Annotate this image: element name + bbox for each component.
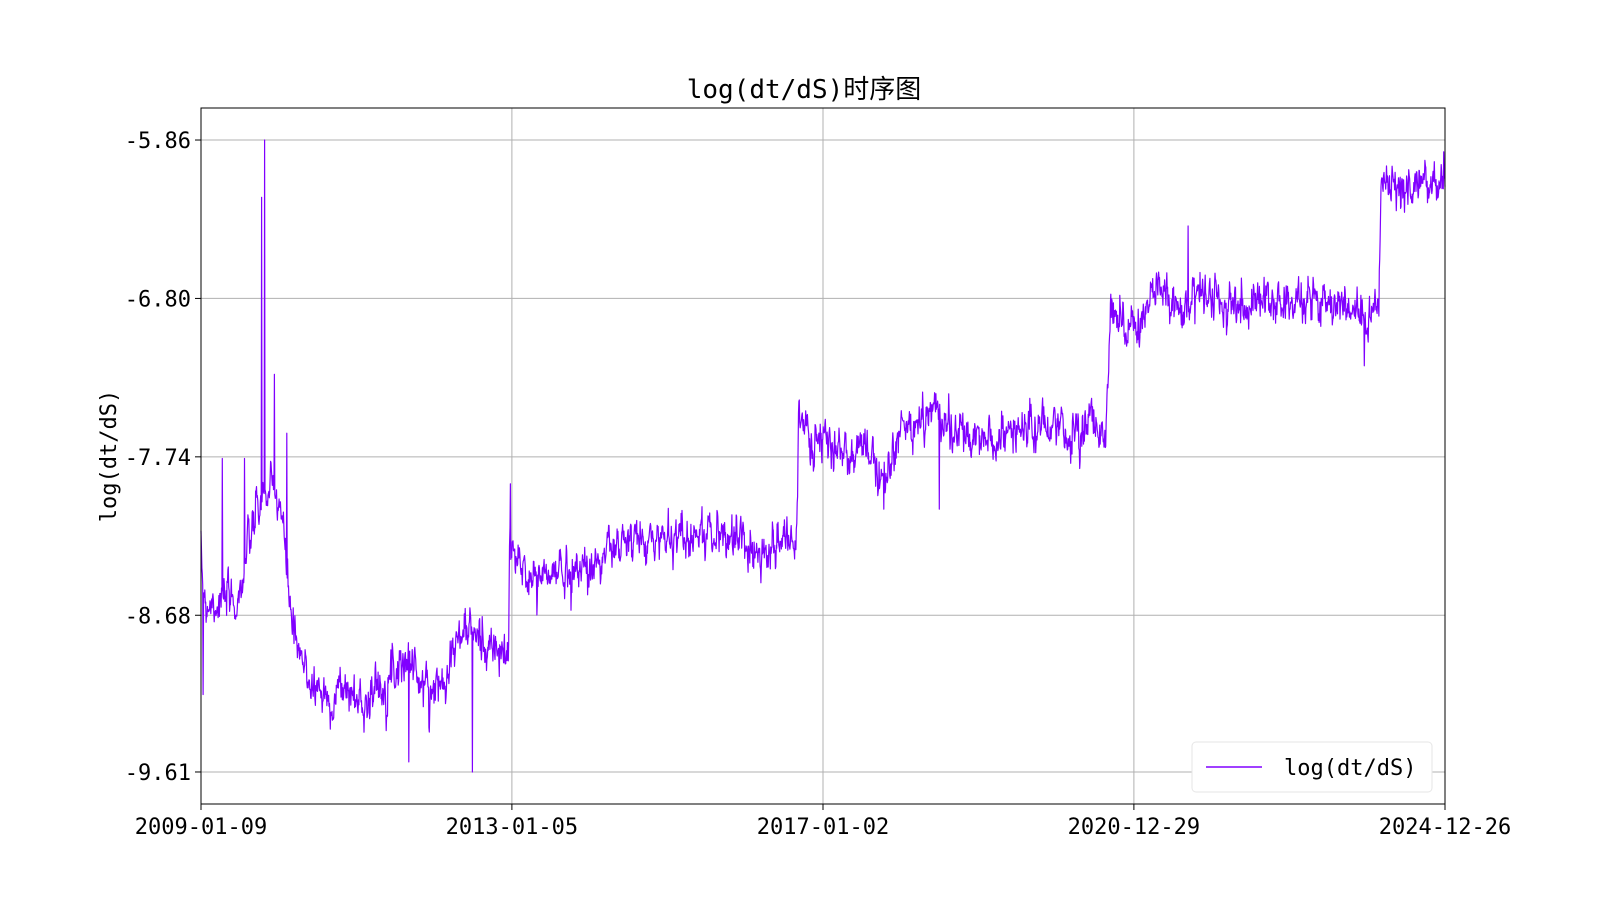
y-tick-label: -9.61 <box>125 761 191 786</box>
y-axis: -9.61 -8.68 -7.74 -6.80 -5.86 <box>125 129 201 786</box>
legend-label: log(dt/dS) <box>1284 756 1416 781</box>
y-tick-label: -8.68 <box>125 604 191 629</box>
chart-title: log(dt/dS)时序图 <box>687 75 922 105</box>
legend-box <box>1191 741 1433 793</box>
y-tick-label: -7.74 <box>125 446 191 471</box>
x-tick-label: 2009-01-09 <box>135 815 267 840</box>
series-line <box>200 139 1446 773</box>
y-tick-label: -5.86 <box>125 129 191 154</box>
y-axis-label: log(dt/dS) <box>97 390 122 522</box>
legend: log(dt/dS) <box>1191 741 1433 793</box>
x-axis: 2009-01-09 2013-01-05 2017-01-02 2020-12-29… <box>135 804 1511 840</box>
y-tick-label: -6.80 <box>125 287 191 312</box>
x-tick-label: 2024-12-26 <box>1379 815 1511 840</box>
x-tick-label: 2020-12-29 <box>1068 815 1200 840</box>
x-tick-label: 2017-01-02 <box>757 815 889 840</box>
plot-area <box>200 139 1446 773</box>
x-tick-label: 2013-01-05 <box>446 815 578 840</box>
